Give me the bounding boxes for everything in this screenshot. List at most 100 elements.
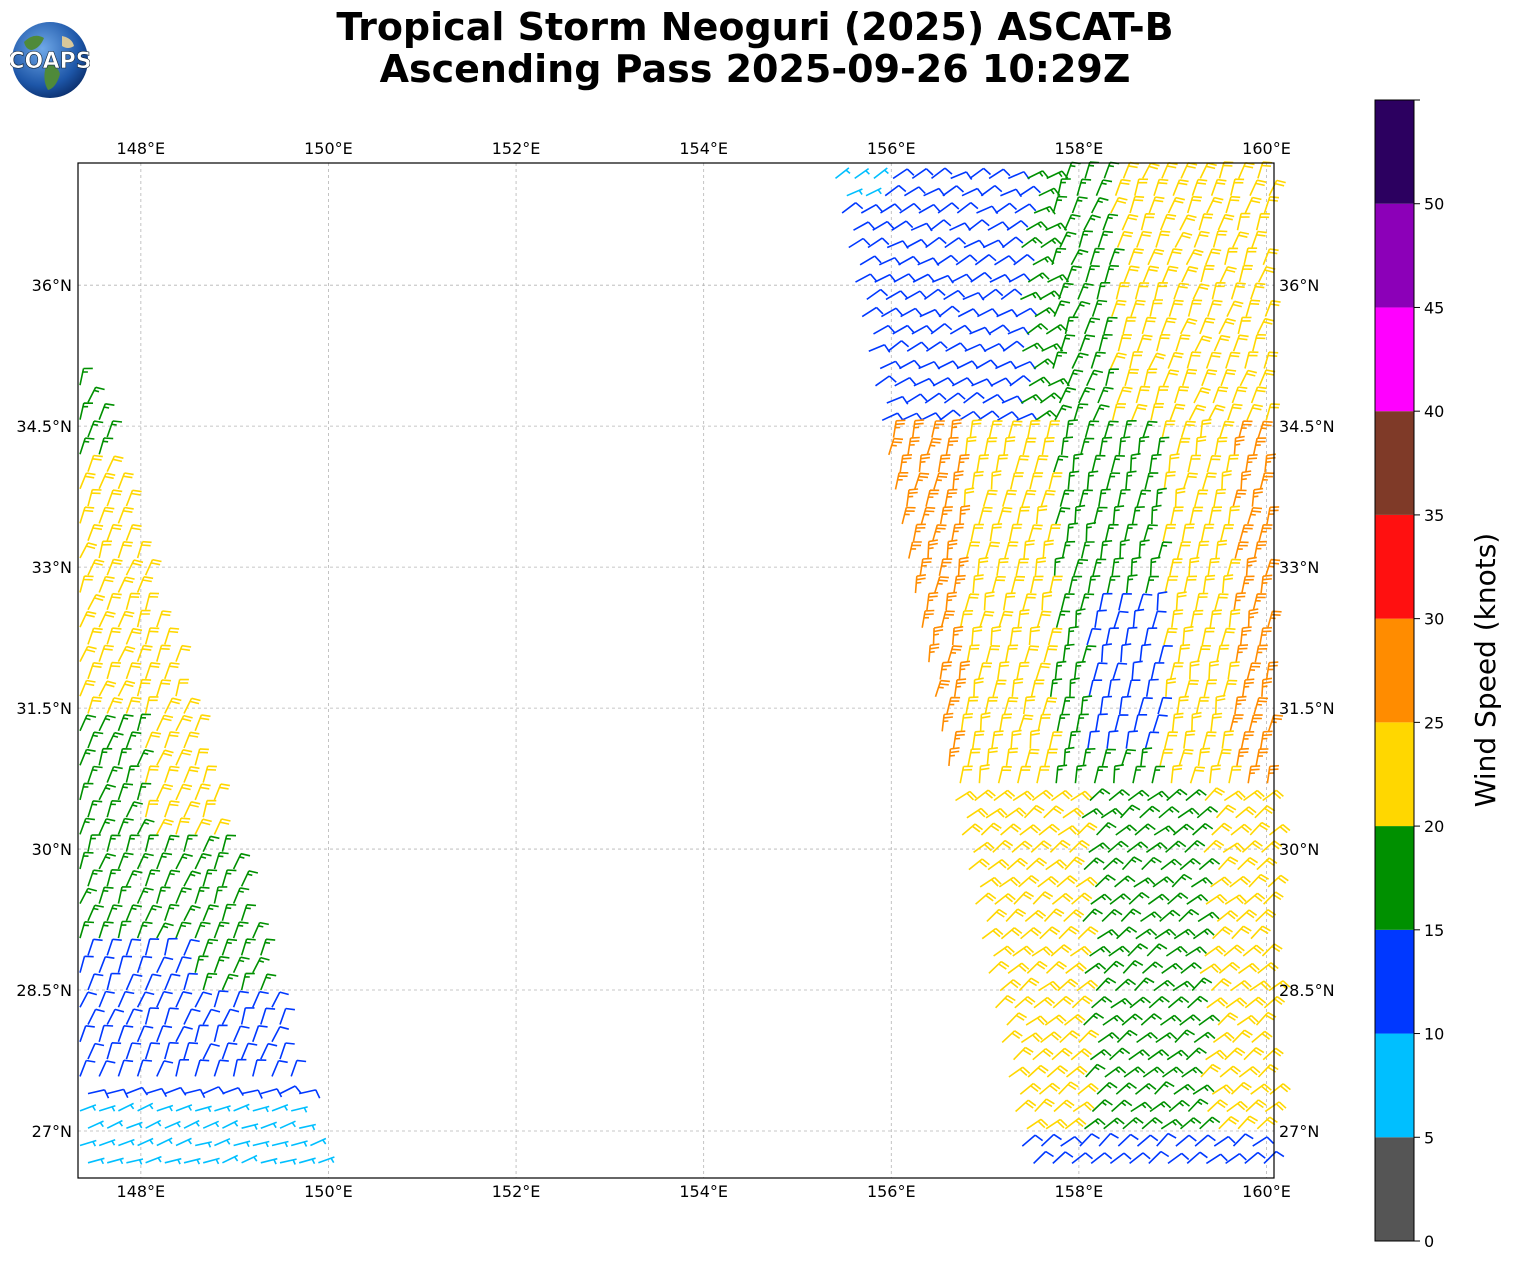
- wind-barb: [144, 799, 159, 818]
- wind-barb: [1148, 352, 1166, 369]
- wind-barb: [87, 938, 103, 956]
- wind-barb: [79, 714, 97, 732]
- wind-barb: [886, 395, 909, 405]
- wind-barb: [873, 324, 896, 335]
- wind-barb: [1247, 765, 1261, 784]
- wind-barb: [117, 506, 134, 524]
- wind-barb: [194, 748, 209, 766]
- wind-barb: [125, 662, 142, 680]
- wind-barb: [1214, 694, 1226, 715]
- wind-barb: [1064, 856, 1085, 871]
- wind-barb: [1065, 265, 1082, 283]
- wind-barb: [1064, 1013, 1086, 1026]
- colorbar-tick-label: 50: [1424, 195, 1444, 214]
- wind-barb: [318, 1156, 335, 1164]
- wind-barb: [98, 853, 116, 870]
- wind-barb: [1134, 977, 1155, 992]
- wind-barb: [1235, 909, 1258, 922]
- wind-barb: [1221, 574, 1234, 594]
- wind-barb: [1074, 764, 1087, 784]
- wind-barb: [1244, 351, 1259, 369]
- wind-barb: [106, 766, 123, 783]
- wind-barb: [1252, 437, 1267, 456]
- wind-barb: [164, 973, 181, 991]
- wind-barb: [1232, 334, 1249, 352]
- wind-barb: [1033, 205, 1056, 215]
- wind-barb: [1208, 506, 1223, 525]
- wind-barb: [156, 956, 174, 974]
- wind-barb: [1218, 161, 1234, 179]
- wind-barb: [183, 870, 202, 887]
- wind-barb: [1191, 711, 1202, 732]
- lon-tick-label-bottom: 156°E: [867, 1182, 916, 1201]
- wind-barb: [1223, 790, 1246, 802]
- wind-barb: [221, 903, 237, 922]
- wind-barb: [1049, 839, 1071, 853]
- wind-barb: [240, 938, 256, 956]
- wind-barb: [1195, 696, 1210, 715]
- wind-barb: [898, 255, 921, 266]
- wind-barb: [125, 627, 143, 645]
- wind-barb: [1251, 230, 1267, 248]
- wind-barb: [1185, 946, 1207, 957]
- wind-barb: [865, 187, 882, 197]
- wind-barb: [971, 378, 994, 387]
- wind-barb: [1156, 1132, 1177, 1147]
- wind-barb: [106, 420, 123, 438]
- wind-barb: [1261, 840, 1283, 853]
- wind-barb: [1217, 856, 1239, 871]
- wind-barb: [1115, 824, 1138, 836]
- wind-barb: [1058, 925, 1080, 940]
- wind-barb: [1174, 487, 1186, 507]
- wind-barb: [1230, 980, 1252, 992]
- colorbar-tick-label: 40: [1424, 402, 1444, 421]
- wind-barb: [1098, 333, 1113, 352]
- wind-barb: [1177, 807, 1200, 819]
- wind-barb: [1110, 196, 1128, 214]
- wind-barb: [912, 273, 935, 283]
- wind-barb: [933, 472, 949, 490]
- wind-barb: [175, 1137, 192, 1147]
- wind-barb: [1052, 1151, 1074, 1164]
- wind-barb: [919, 308, 942, 318]
- wind-barb: [136, 576, 154, 593]
- lon-tick-label-top: 150°E: [304, 139, 353, 158]
- wind-barb: [1207, 404, 1226, 421]
- wind-barb: [1075, 876, 1098, 888]
- wind-barb: [79, 1139, 97, 1147]
- wind-barb: [1009, 472, 1024, 490]
- wind-barb: [1082, 908, 1103, 922]
- wind-barb: [1249, 179, 1267, 197]
- wind-barb: [144, 558, 162, 576]
- wind-barb: [1257, 420, 1273, 438]
- wind-barb: [1055, 507, 1071, 525]
- wind-barb: [1066, 1065, 1088, 1078]
- wind-barb: [1221, 730, 1234, 749]
- wind-barb: [1055, 610, 1071, 628]
- colorbar-label: Wind Speed (knots): [1469, 533, 1502, 807]
- wind-barb: [98, 1138, 116, 1147]
- wind-barb: [98, 540, 112, 559]
- wind-barb: [1259, 626, 1273, 646]
- wind-barb: [1241, 575, 1255, 594]
- wind-barb: [1167, 996, 1190, 1009]
- wind-barb: [946, 539, 958, 559]
- wind-barb: [1029, 472, 1044, 490]
- wind-barb: [1196, 540, 1210, 559]
- title-line-2: Ascending Pass 2025-09-26 10:29Z: [379, 47, 1131, 91]
- wind-barb: [1019, 1082, 1042, 1095]
- wind-barb: [923, 288, 946, 301]
- wind-barb: [990, 625, 1002, 646]
- wind-barb: [1040, 1133, 1062, 1147]
- wind-barb: [1038, 823, 1060, 836]
- wind-barb: [1111, 403, 1127, 421]
- wind-barb: [1111, 1099, 1133, 1113]
- wind-barb: [1101, 908, 1123, 922]
- wind-barb: [1084, 161, 1100, 179]
- wind-barb: [932, 377, 955, 387]
- wind-barb: [1164, 575, 1179, 594]
- wind-barb: [1034, 307, 1057, 318]
- wind-barb: [1007, 962, 1030, 974]
- wind-barb: [1136, 1031, 1158, 1044]
- wind-barb: [1125, 730, 1138, 749]
